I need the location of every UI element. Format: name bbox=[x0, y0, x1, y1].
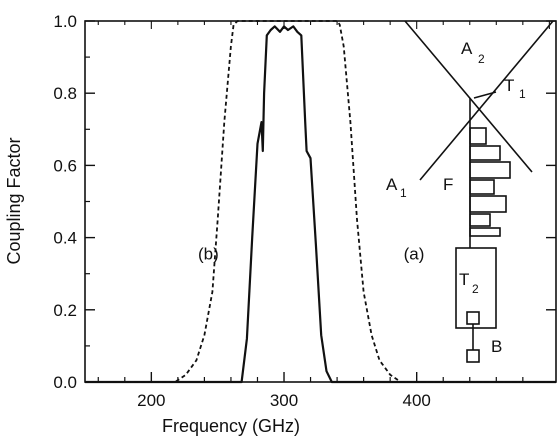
inset-label: B bbox=[491, 337, 502, 356]
series-layer bbox=[85, 20, 556, 384]
y-tick-label: 0.0 bbox=[53, 373, 77, 392]
y-tick-label: 0.8 bbox=[53, 84, 77, 103]
inset-label: A bbox=[386, 175, 398, 194]
inset-label: T bbox=[459, 270, 469, 289]
filter-stub bbox=[469, 179, 495, 195]
inset-label-subscript: 2 bbox=[478, 52, 485, 66]
y-tick-label: 0.6 bbox=[53, 156, 77, 175]
inset-label: A bbox=[461, 39, 473, 58]
y-tick-label: 1.0 bbox=[53, 12, 77, 31]
inset-label-subscript: 1 bbox=[400, 186, 407, 200]
series-solid-line bbox=[85, 25, 556, 384]
inset-label: F bbox=[443, 175, 453, 194]
antenna-arm-line bbox=[419, 20, 554, 181]
device-inset-drawing: A2T 1A 1 FT 2B bbox=[386, 20, 554, 363]
y-axis-title: Coupling Factor bbox=[4, 137, 24, 264]
y-tick-label: 0.2 bbox=[53, 301, 77, 320]
filter-stub bbox=[469, 161, 511, 179]
inset-label: T bbox=[504, 76, 514, 95]
filter-stub bbox=[469, 213, 491, 227]
tick-labels: 0.0 0.2 0.4 0.6 0.8 1.0 200 300 400 bbox=[53, 12, 431, 410]
series-dashed-line bbox=[85, 20, 556, 383]
antenna-arm-line bbox=[404, 20, 533, 173]
x-tick-label: 400 bbox=[403, 391, 431, 410]
x-tick-label: 300 bbox=[270, 391, 298, 410]
tunnel-junction-box bbox=[455, 247, 497, 329]
annotations: (b) (a) bbox=[198, 244, 424, 263]
filter-stub bbox=[469, 195, 507, 213]
filter-stub bbox=[469, 127, 487, 145]
curve-annotation-label: (a) bbox=[404, 244, 425, 263]
filter-stub bbox=[469, 227, 501, 237]
filter-stub bbox=[469, 145, 501, 161]
bolometer-pad bbox=[466, 349, 480, 363]
junction-arrow bbox=[473, 91, 497, 99]
x-axis-title: Frequency (GHz) bbox=[162, 416, 300, 436]
bolometer-pad bbox=[466, 311, 480, 325]
inset-label-subscript: 1 bbox=[519, 87, 526, 101]
x-tick-label: 200 bbox=[137, 391, 165, 410]
inset-label-subscript: 2 bbox=[472, 282, 479, 296]
y-tick-label: 0.4 bbox=[53, 229, 77, 248]
curve-annotation-label: (b) bbox=[198, 244, 219, 263]
